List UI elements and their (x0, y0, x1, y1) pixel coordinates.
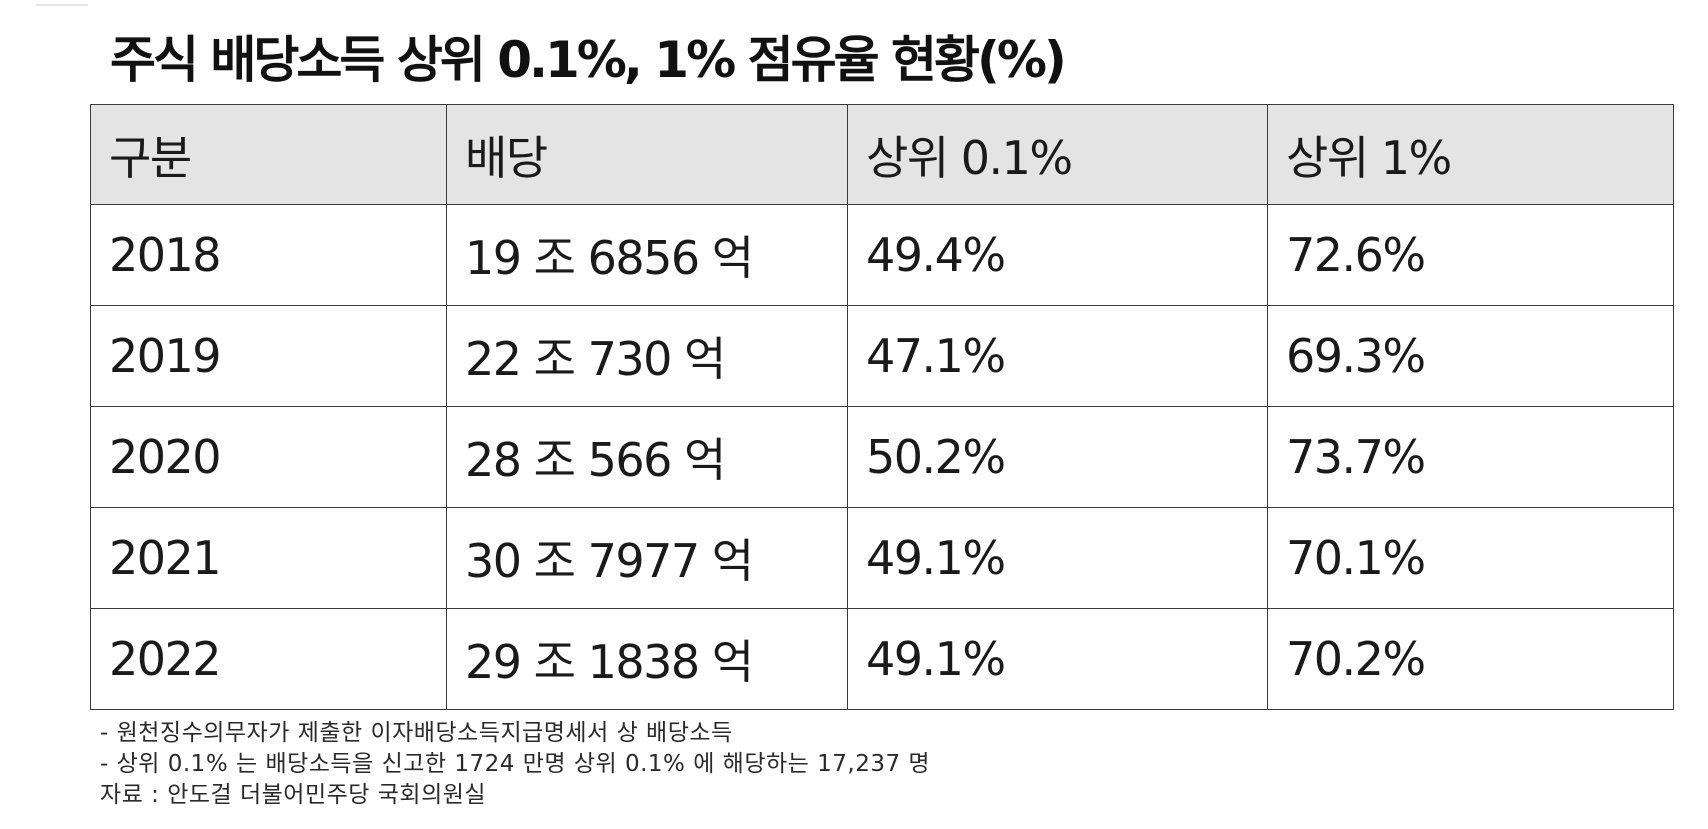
row-top-1-share: 70.1% (1267, 507, 1674, 609)
top-decorative-rule (36, 4, 88, 6)
row-top-0.1-share: 49.1% (847, 608, 1268, 710)
row-top-0.1-share: 47.1% (847, 305, 1268, 407)
page-title: 주식 배당소득 상위 0.1%, 1% 점유율 현황(%) (110, 31, 1067, 89)
header-top-0.1-percent: 상위 0.1% (847, 104, 1268, 205)
header-top-1-percent: 상위 1% (1267, 104, 1674, 205)
row-top-0.1-share: 49.1% (847, 507, 1268, 609)
row-dividend: 29 조 1838 억 (446, 608, 848, 710)
footnote-top-definition: - 상위 0.1% 는 배당소득을 신고한 1724 만명 상위 0.1% 에 … (100, 751, 931, 777)
footnote-data-source-basis: - 원천징수의무자가 제출한 이자배당소득지급명세서 상 배당소득 (100, 720, 733, 746)
row-top-0.1-share: 50.2% (847, 406, 1268, 508)
row-year: 2020 (90, 406, 447, 508)
row-dividend: 22 조 730 억 (446, 305, 848, 407)
table-row: 2019 22 조 730 억 47.1% 69.3% (90, 305, 1674, 407)
row-dividend: 30 조 7977 억 (446, 507, 848, 609)
row-top-1-share: 73.7% (1267, 406, 1674, 508)
table-row: 2018 19 조 6856 억 49.4% 72.6% (90, 204, 1674, 306)
row-dividend: 28 조 566 억 (446, 406, 848, 508)
footnote-source: 자료 : 안도걸 더불어민주당 국회의원실 (100, 782, 487, 808)
table-row: 2021 30 조 7977 억 49.1% 70.1% (90, 507, 1674, 609)
table-row: 2020 28 조 566 억 50.2% 73.7% (90, 406, 1674, 508)
footnotes: - 원천징수의무자가 제출한 이자배당소득지급명세서 상 배당소득 - 상위 0… (100, 718, 930, 811)
row-year: 2018 (90, 204, 447, 306)
row-top-1-share: 72.6% (1267, 204, 1674, 306)
table-row: 2022 29 조 1838 억 49.1% 70.2% (90, 608, 1674, 710)
row-year: 2019 (90, 305, 447, 407)
row-dividend: 19 조 6856 억 (446, 204, 848, 306)
row-top-1-share: 70.2% (1267, 608, 1674, 710)
header-category: 구분 (90, 104, 447, 205)
header-dividend: 배당 (446, 104, 848, 205)
row-top-0.1-share: 49.4% (847, 204, 1268, 306)
table-header-row: 구분 배당 상위 0.1% 상위 1% (90, 104, 1674, 205)
row-year: 2021 (90, 507, 447, 609)
row-year: 2022 (90, 608, 447, 710)
dividend-share-table: 구분 배당 상위 0.1% 상위 1% 2018 19 조 6856 억 49.… (90, 104, 1674, 710)
row-top-1-share: 69.3% (1267, 305, 1674, 407)
